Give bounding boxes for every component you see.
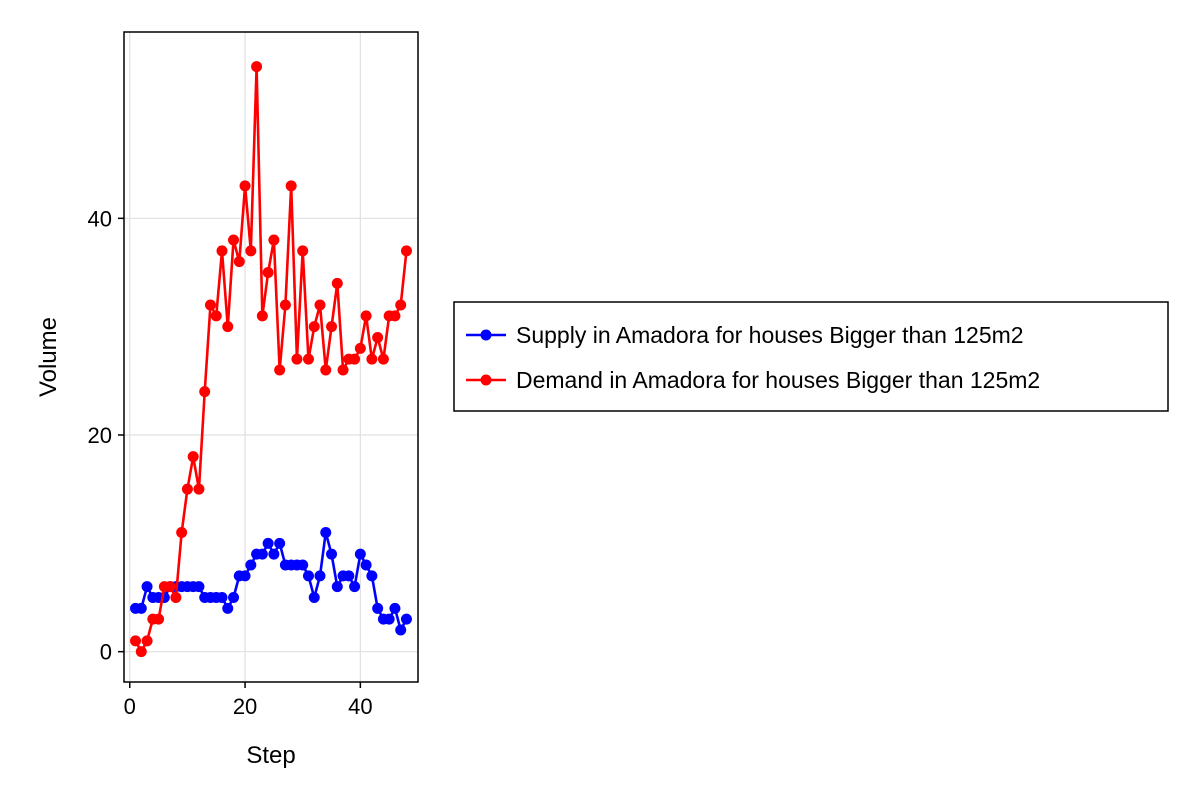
data-point	[389, 310, 401, 322]
data-point	[279, 299, 291, 311]
y-tick-label: 0	[100, 640, 112, 665]
series-layer	[130, 61, 412, 658]
data-point	[331, 581, 343, 593]
data-point	[297, 245, 309, 257]
data-point	[372, 602, 384, 614]
data-point	[216, 592, 228, 603]
data-point	[400, 245, 412, 257]
data-point	[326, 321, 338, 333]
x-tick-label: 0	[124, 694, 136, 719]
data-point	[320, 527, 332, 538]
data-point	[377, 353, 389, 365]
data-point	[256, 548, 268, 560]
data-point	[256, 310, 268, 322]
data-point	[245, 559, 257, 571]
data-point	[268, 234, 280, 246]
data-point	[389, 602, 401, 614]
data-point	[262, 537, 274, 549]
legend-entry: Demand in Amadora for houses Bigger than…	[466, 367, 1040, 393]
data-point	[302, 570, 314, 582]
data-point	[326, 548, 338, 560]
data-point	[331, 277, 343, 289]
data-point	[239, 180, 251, 192]
data-point	[360, 559, 372, 571]
data-point	[135, 646, 147, 658]
data-point	[297, 559, 309, 571]
data-point	[222, 602, 234, 614]
data-point	[193, 581, 205, 593]
data-point	[366, 353, 378, 365]
data-point	[320, 364, 332, 376]
data-point	[164, 581, 176, 593]
data-point	[141, 635, 153, 647]
series-supply	[130, 527, 412, 636]
data-point	[153, 613, 165, 625]
x-tick-label: 40	[348, 694, 372, 719]
legend-box	[453, 301, 1169, 412]
data-point	[360, 310, 372, 322]
data-point	[395, 299, 407, 311]
data-point	[354, 548, 366, 560]
data-point	[233, 256, 245, 268]
data-point	[228, 234, 240, 246]
y-tick-label: 20	[88, 423, 112, 448]
data-point	[354, 342, 366, 354]
data-point	[193, 483, 205, 495]
data-point	[210, 310, 222, 322]
data-point	[308, 592, 320, 603]
data-point	[239, 570, 251, 582]
data-point	[274, 537, 286, 549]
legend-swatch-marker	[480, 374, 492, 386]
data-point	[170, 592, 182, 603]
x-axis-title: Step	[246, 742, 295, 769]
data-point	[314, 570, 326, 582]
legend-label: Demand in Amadora for houses Bigger than…	[516, 367, 1040, 393]
data-point	[135, 602, 147, 614]
data-point	[285, 180, 297, 192]
data-point	[366, 570, 378, 582]
data-point	[141, 581, 153, 593]
legend-swatch-marker	[480, 329, 492, 341]
data-point	[199, 386, 211, 398]
data-point	[181, 483, 193, 495]
legend-entry: Supply in Amadora for houses Bigger than…	[466, 322, 1024, 348]
data-point	[337, 364, 349, 376]
data-point	[349, 581, 361, 593]
legend-label: Supply in Amadora for houses Bigger than…	[516, 322, 1024, 348]
data-point	[274, 364, 286, 376]
data-point	[204, 299, 216, 311]
data-point	[302, 353, 314, 365]
y-tick-label: 40	[88, 206, 112, 231]
data-point	[343, 570, 355, 582]
data-point	[245, 245, 257, 257]
y-axis-title: Volume	[35, 317, 62, 397]
data-point	[395, 624, 407, 636]
axis-ticks: 0 20 40 0 20 40	[88, 206, 373, 719]
data-point	[228, 592, 240, 603]
data-point	[176, 527, 188, 538]
data-point	[268, 548, 280, 560]
x-tick-label: 20	[233, 694, 257, 719]
data-point	[383, 613, 395, 625]
data-point	[314, 299, 326, 311]
data-point	[372, 332, 384, 343]
data-point	[291, 353, 303, 365]
plot-frame	[123, 31, 419, 683]
data-point	[400, 613, 412, 625]
data-point	[308, 321, 320, 333]
legend: Supply in Amadora for houses Bigger than…	[453, 301, 1169, 412]
series-line	[134, 65, 408, 653]
series-demand	[130, 61, 412, 658]
data-point	[349, 353, 361, 365]
data-point	[187, 451, 199, 463]
data-point	[216, 245, 228, 257]
data-point	[222, 321, 234, 333]
data-point	[130, 635, 142, 647]
data-point	[262, 267, 274, 278]
data-point	[251, 61, 263, 73]
